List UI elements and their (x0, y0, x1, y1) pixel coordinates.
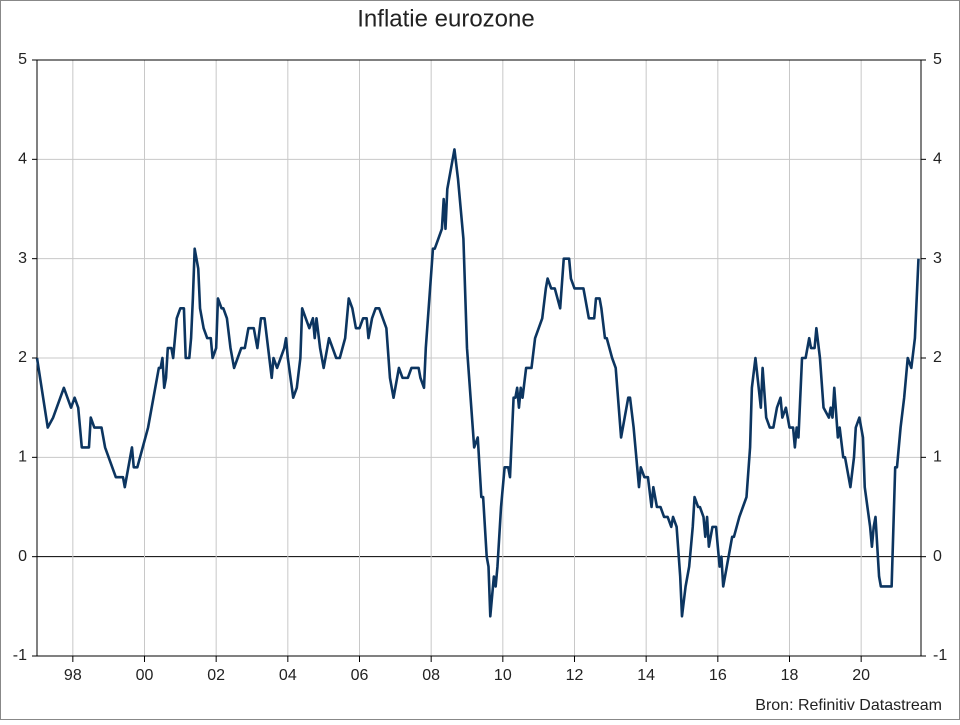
y2-tick-label: 0 (933, 548, 942, 565)
y2-tick-label: 5 (933, 51, 942, 68)
x-tick-label: 14 (637, 667, 655, 684)
x-tick-label: 98 (64, 667, 82, 684)
y2-tick-label: 3 (933, 250, 942, 267)
y-tick-label: -1 (13, 647, 27, 664)
x-tick-label: 08 (422, 667, 440, 684)
y2-tick-label: 2 (933, 349, 942, 366)
x-tick-label: 00 (136, 667, 154, 684)
y2-tick-label: -1 (933, 647, 947, 664)
source-note: Bron: Refinitiv Datastream (755, 697, 942, 714)
y2-tick-label: 1 (933, 449, 942, 466)
x-tick-label: 02 (207, 667, 225, 684)
y2-tick-label: 4 (933, 151, 942, 168)
x-tick-label: 04 (279, 667, 297, 684)
y-tick-label: 0 (18, 548, 27, 565)
y-tick-label: 4 (18, 151, 27, 168)
chart-title: Inflatie eurozone (357, 5, 534, 32)
x-tick-label: 10 (494, 667, 512, 684)
y-tick-label: 2 (18, 349, 27, 366)
x-tick-label: 18 (781, 667, 799, 684)
y-tick-label: 5 (18, 51, 27, 68)
x-tick-label: 16 (709, 667, 727, 684)
y-tick-label: 3 (18, 250, 27, 267)
y-tick-label: 1 (18, 449, 27, 466)
x-tick-label: 12 (566, 667, 584, 684)
data-line (35, 148, 920, 618)
x-tick-label: 06 (351, 667, 369, 684)
x-tick-label: 20 (852, 667, 870, 684)
